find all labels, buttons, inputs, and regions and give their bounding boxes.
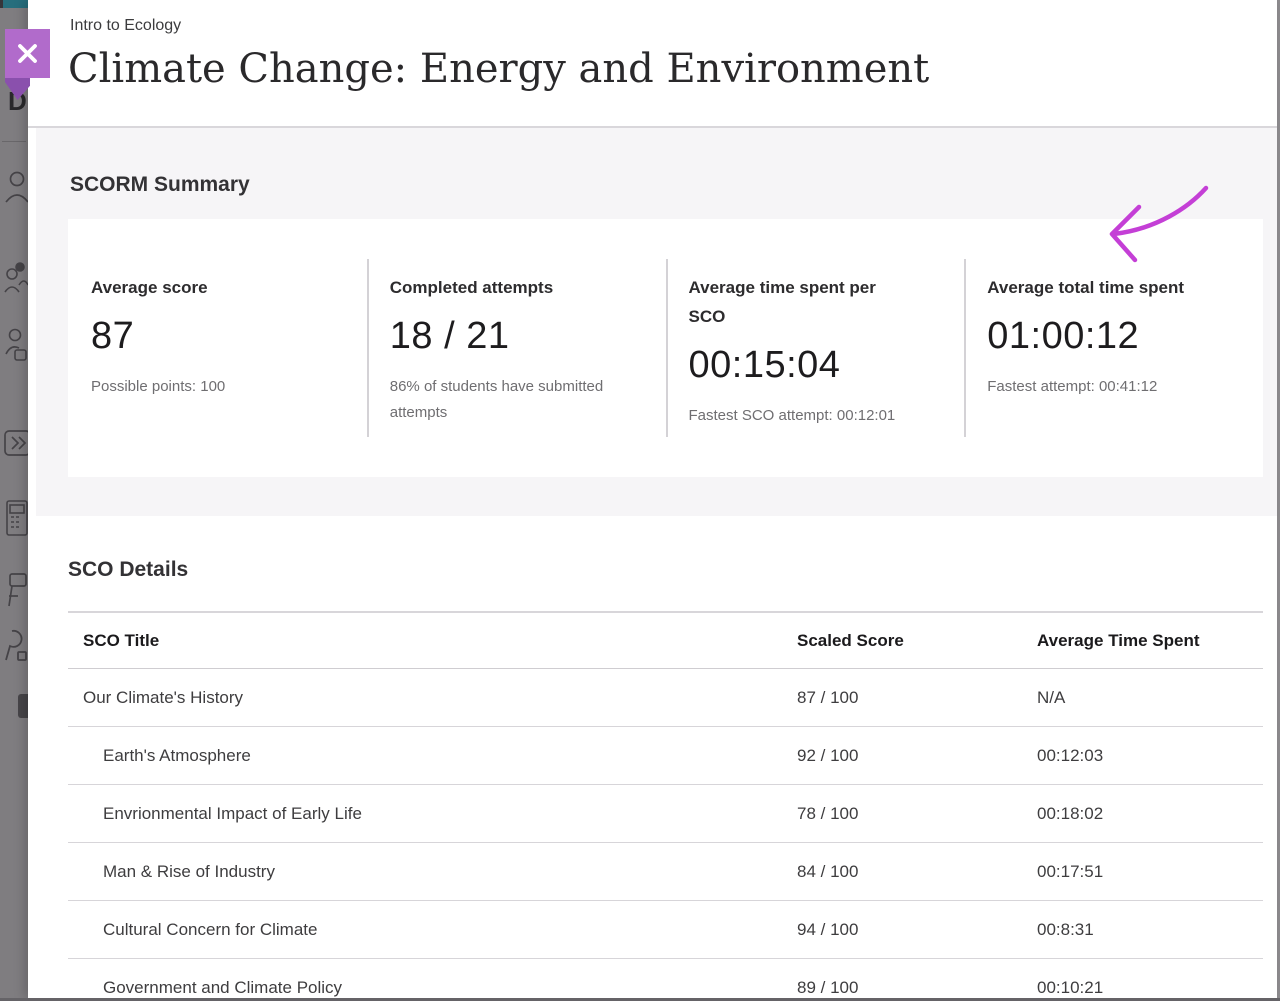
sco-score: 87 / 100: [797, 687, 859, 707]
stat-subtext: Fastest SCO attempt: 00:12:01: [688, 407, 896, 424]
stat-average-score: Average score 87 Possible points: 100: [68, 219, 367, 477]
sco-title: Government and Climate Policy: [103, 977, 343, 997]
sco-score: 92 / 100: [797, 745, 859, 765]
dimmed-bottom-edge: [0, 998, 1280, 1001]
sco-score: 89 / 100: [797, 977, 859, 997]
scorm-report-panel: Intro to Ecology Climate Change: Energy …: [28, 0, 1277, 998]
page-title: Climate Change: Energy and Environment: [68, 46, 930, 92]
sco-title: Man & Rise of Industry: [103, 861, 275, 881]
stat-average-total-time: Average total time spent 01:00:12 Fastes…: [964, 219, 1263, 477]
drawn-arrow-annotation: [1109, 185, 1209, 263]
table-row: Envrionmental Impact of Early Life 78 / …: [68, 785, 1263, 843]
stat-label: Average total time spent: [987, 278, 1185, 297]
column-header-scaled-score: Scaled Score: [797, 630, 904, 650]
stat-label: Average time spent per SCO: [688, 278, 876, 326]
close-panel-button[interactable]: [5, 29, 50, 78]
profile-icon[interactable]: [3, 168, 28, 206]
close-icon: [18, 44, 37, 63]
panel-body: SCORM Summary Average score 87 Possible …: [36, 128, 1277, 998]
sco-table: SCO Title Scaled Score Average Time Spen…: [68, 611, 1263, 998]
announcements-icon[interactable]: [3, 570, 28, 612]
collapse-panel-icon[interactable]: [3, 428, 28, 460]
stat-value: 01:00:12: [987, 315, 1140, 357]
sco-score: 84 / 100: [797, 861, 859, 881]
stat-label: Completed attempts: [389, 278, 554, 297]
sco-details-heading: SCO Details: [68, 558, 189, 581]
table-header-row: SCO Title Scaled Score Average Time Spen…: [68, 611, 1263, 669]
course-sidebar-dimmed: D: [0, 0, 28, 1001]
stat-completed-attempts: Completed attempts 18 / 21 86% of studen…: [366, 219, 666, 477]
stat-average-time-per-sco: Average time spent per SCO 00:15:04 Fast…: [665, 219, 965, 477]
stat-subtext: Fastest attempt: 00:41:12: [987, 378, 1158, 395]
stat-subtext: Possible points: 100: [91, 378, 226, 395]
scorm-summary-card: Average score 87 Possible points: 100 Co…: [68, 219, 1263, 477]
sco-title: Our Climate's History: [83, 687, 244, 707]
sco-title: Envrionmental Impact of Early Life: [103, 803, 362, 823]
table-row: Earth's Atmosphere 92 / 100 00:12:03: [68, 727, 1263, 785]
help-icon-partial[interactable]: [3, 694, 28, 718]
stat-value: 87: [91, 315, 135, 357]
sco-time: 00:8:31: [1037, 919, 1094, 939]
accommodations-icon[interactable]: [3, 326, 28, 366]
stat-label: Average score: [91, 278, 208, 297]
column-header-sco-title: SCO Title: [83, 630, 160, 650]
sco-title: Earth's Atmosphere: [103, 745, 251, 765]
course-topbar: [0, 0, 28, 8]
sco-details-section: SCO Details SCO Title Scaled Score Avera…: [36, 516, 1277, 998]
sco-score: 78 / 100: [797, 803, 859, 823]
stat-value: 00:15:04: [688, 344, 841, 386]
sidebar-divider: [2, 141, 26, 142]
column-header-average-time: Average Time Spent: [1037, 630, 1200, 650]
sco-title: Cultural Concern for Climate: [103, 919, 318, 939]
table-row: Government and Climate Policy 89 / 100 0…: [68, 959, 1263, 998]
tools-wrench-icon[interactable]: [3, 626, 28, 668]
table-row: Man & Rise of Industry 84 / 100 00:17:51: [68, 843, 1263, 901]
stat-value: 18 / 21: [389, 315, 510, 357]
sco-time: 00:12:03: [1037, 745, 1104, 765]
attendance-icon[interactable]: [3, 498, 28, 540]
groups-icon[interactable]: [3, 258, 28, 298]
sco-score: 94 / 100: [797, 919, 859, 939]
breadcrumb: Intro to Ecology: [70, 17, 182, 34]
table-row: Cultural Concern for Climate 94 / 100 00…: [68, 901, 1263, 959]
stat-subtext: 86% of students have submitted attempts: [389, 378, 604, 421]
header-divider: [28, 126, 1277, 128]
table-row: Our Climate's History 87 / 100 N/A: [68, 669, 1263, 727]
sco-time: N/A: [1037, 687, 1066, 707]
sco-time: 00:17:51: [1037, 861, 1104, 881]
sco-time: 00:18:02: [1037, 803, 1104, 823]
sco-time: 00:10:21: [1037, 977, 1104, 997]
scorm-summary-heading: SCORM Summary: [70, 173, 250, 196]
